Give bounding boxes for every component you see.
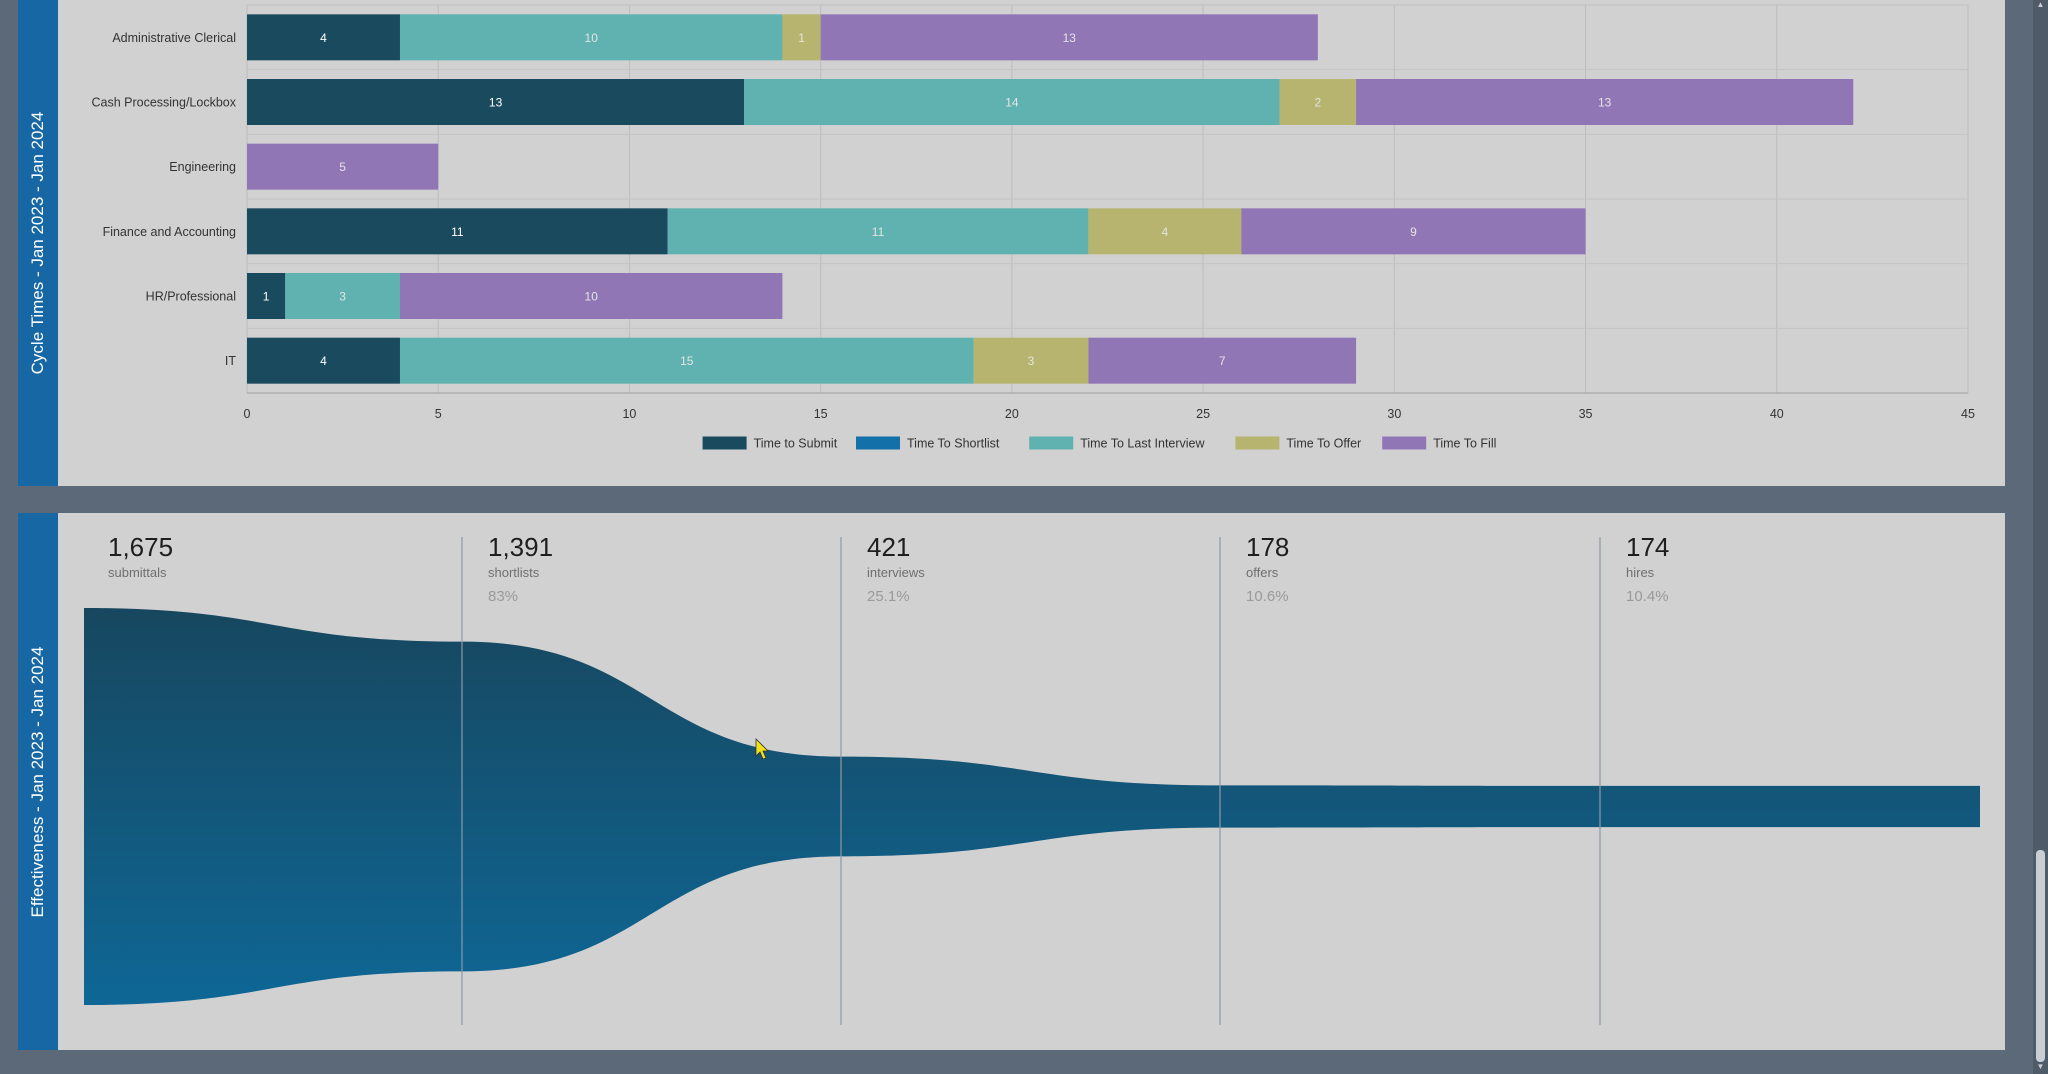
bar-value-label: 10: [585, 31, 599, 45]
bar-segment[interactable]: [782, 14, 821, 61]
stage-percent: 83%: [488, 588, 518, 605]
effectiveness-funnel-chart: 1,675 submittals 1,391 shortlists 83% 421 inte…: [84, 532, 1980, 1025]
stage-percent: 10.4%: [1626, 588, 1669, 605]
bar-value-label: 4: [320, 31, 327, 45]
bar-value-label: 3: [339, 290, 346, 304]
x-tick-label: 15: [814, 407, 828, 421]
stage-value: 1,391: [488, 532, 553, 562]
x-tick-label: 20: [1005, 407, 1019, 421]
bar-segment[interactable]: [247, 79, 745, 125]
bar-segment[interactable]: [1241, 208, 1586, 255]
x-tick-label: 10: [622, 407, 636, 421]
cycle-times-panel: Cycle Times - Jan 2023 - Jan 2024 4 10 1 13…: [18, 0, 2005, 486]
stage-percent: 25.1%: [867, 588, 910, 605]
effectiveness-panel: Effectiveness - Jan 2023 - Jan 2024 1,67…: [18, 513, 2005, 1050]
bar-segment[interactable]: [399, 273, 783, 319]
bar-value-label: 4: [320, 354, 327, 368]
bar-value-label: 9: [1410, 225, 1417, 239]
bar-segment[interactable]: [247, 14, 400, 61]
legend-swatch[interactable]: [702, 436, 747, 450]
stage-label: submittals: [108, 565, 167, 580]
stage-value: 1,675: [108, 532, 173, 562]
category-label: Administrative Clerical: [112, 31, 236, 45]
bar-segment[interactable]: [1088, 337, 1357, 384]
legend-swatch[interactable]: [856, 436, 900, 450]
bar-segment[interactable]: [973, 337, 1089, 384]
bar-segment[interactable]: [247, 337, 400, 384]
bar-value-label: 1: [263, 290, 270, 304]
stage-label: hires: [1626, 565, 1655, 580]
stage-value: 421: [867, 532, 910, 562]
legend-label[interactable]: Time To Shortlist: [907, 437, 1000, 451]
stage-label: offers: [1246, 565, 1279, 580]
x-tick-label: 30: [1387, 407, 1401, 421]
page-scrollbar-thumb[interactable]: [2036, 850, 2045, 1062]
bar-segment[interactable]: [399, 14, 783, 61]
bar-value-label: 13: [1598, 96, 1612, 110]
bar-segment[interactable]: [247, 273, 286, 319]
stage-value: 178: [1246, 532, 1289, 562]
funnel-shape: [84, 608, 1980, 1005]
category-label: Engineering: [169, 160, 236, 174]
stage-label: shortlists: [488, 565, 540, 580]
bar-value-label: 5: [339, 160, 346, 174]
bar-value-label: 10: [585, 290, 599, 304]
stage-percent: 10.6%: [1246, 588, 1289, 605]
x-tick-label: 45: [1961, 407, 1975, 421]
x-tick-label: 35: [1579, 407, 1593, 421]
effectiveness-side-strip: Effectiveness - Jan 2023 - Jan 2024: [18, 513, 58, 1050]
bar-value-label: 14: [1005, 96, 1019, 110]
bar-value-label: 11: [451, 225, 464, 239]
legend-label[interactable]: Time To Last Interview: [1080, 437, 1205, 451]
legend-swatch[interactable]: [1382, 436, 1427, 450]
bar-segment[interactable]: [820, 14, 1318, 61]
legend-label[interactable]: Time To Offer: [1286, 437, 1361, 451]
x-tick-label: 5: [435, 407, 442, 421]
legend-label[interactable]: Time To Fill: [1433, 437, 1496, 451]
scroll-up-arrow-icon[interactable]: ▲: [2036, 0, 2045, 9]
bar-segment[interactable]: [399, 337, 974, 384]
bar-segment[interactable]: [1088, 208, 1242, 255]
x-tick-label: 25: [1196, 407, 1210, 421]
bar-segment[interactable]: [1356, 79, 1854, 125]
mouse-cursor-icon: [755, 738, 769, 760]
cycle-times-title: Cycle Times - Jan 2023 - Jan 2024: [28, 111, 47, 375]
scroll-down-arrow-icon[interactable]: ▼: [2036, 1062, 2045, 1071]
category-label: Cash Processing/Lockbox: [91, 96, 236, 110]
cycle-times-side-strip: Cycle Times - Jan 2023 - Jan 2024: [18, 0, 58, 486]
category-label: HR/Professional: [146, 290, 236, 304]
stage-label: interviews: [867, 565, 925, 580]
legend-swatch[interactable]: [1235, 436, 1280, 450]
bar-segment[interactable]: [285, 273, 400, 319]
bar-value-label: 3: [1028, 354, 1035, 368]
bar-segment[interactable]: [1279, 79, 1357, 125]
stage-value: 174: [1626, 532, 1669, 562]
bar-segment[interactable]: [247, 208, 668, 255]
bar-value-label: 1: [798, 31, 805, 45]
legend-label[interactable]: Time to Submit: [754, 437, 838, 451]
category-label: Finance and Accounting: [103, 225, 236, 239]
bar-value-label: 13: [1063, 31, 1077, 45]
bar-segment[interactable]: [247, 143, 439, 190]
bar-value-label: 7: [1219, 354, 1226, 368]
legend-swatch[interactable]: [1029, 436, 1074, 450]
bar-value-label: 2: [1315, 96, 1322, 110]
bar-value-label: 11: [872, 225, 885, 239]
effectiveness-title: Effectiveness - Jan 2023 - Jan 2024: [28, 646, 47, 917]
category-label: IT: [225, 354, 236, 368]
bar-segment[interactable]: [744, 79, 1280, 125]
bar-segment[interactable]: [667, 208, 1089, 255]
x-tick-label: 40: [1770, 407, 1784, 421]
bar-value-label: 4: [1162, 225, 1169, 239]
page-scrollbar[interactable]: [2033, 0, 2048, 1074]
bar-value-label: 13: [489, 96, 503, 110]
x-tick-label: 0: [244, 407, 251, 421]
bar-value-label: 15: [680, 354, 694, 368]
